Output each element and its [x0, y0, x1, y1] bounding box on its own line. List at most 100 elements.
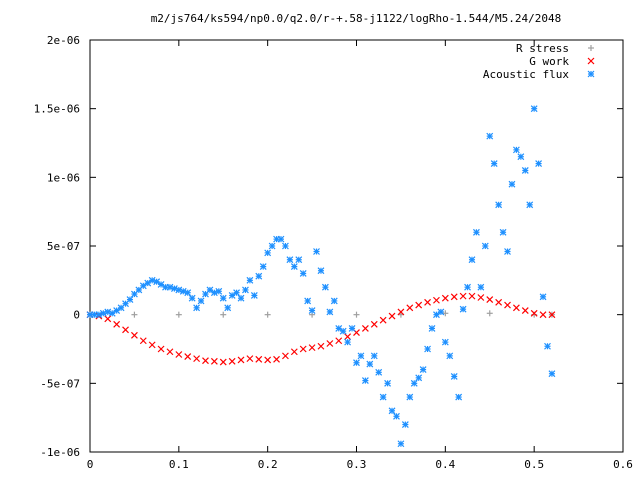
- data-point: [255, 272, 263, 280]
- data-point: [130, 331, 138, 339]
- x-tick-label: 0.6: [613, 458, 633, 471]
- legend-marker: [587, 57, 595, 65]
- data-point: [508, 180, 516, 188]
- data-point: [228, 292, 236, 299]
- x-tick-label: 0: [87, 458, 94, 471]
- data-point: [295, 256, 303, 264]
- data-point: [375, 368, 383, 376]
- data-point: [157, 345, 165, 353]
- data-point: [157, 281, 165, 288]
- legend-marker: [588, 45, 594, 51]
- x-tick-label: 0.4: [435, 458, 455, 471]
- series-acoustic-flux: [86, 105, 556, 448]
- data-point: [504, 248, 511, 255]
- data-point: [99, 309, 107, 317]
- data-point: [379, 316, 387, 324]
- data-point: [424, 345, 431, 353]
- data-point: [299, 345, 307, 353]
- data-point: [250, 292, 258, 299]
- data-point: [530, 105, 538, 113]
- data-point: [455, 393, 463, 401]
- data-point: [219, 294, 227, 302]
- data-point: [237, 356, 245, 364]
- data-point: [344, 333, 352, 341]
- data-point: [131, 311, 138, 318]
- data-point: [526, 201, 534, 209]
- data-point: [179, 287, 187, 295]
- data-point: [277, 235, 285, 243]
- data-point: [539, 293, 547, 301]
- data-point: [246, 276, 254, 284]
- data-point: [361, 324, 369, 332]
- data-point: [490, 160, 498, 168]
- data-point: [148, 341, 156, 349]
- data-point: [304, 297, 312, 305]
- data-point: [481, 242, 489, 250]
- data-point: [473, 228, 480, 236]
- data-point: [361, 377, 369, 385]
- data-point: [166, 348, 174, 356]
- data-point: [308, 307, 316, 314]
- data-point: [122, 326, 129, 334]
- data-point: [486, 132, 494, 140]
- data-point: [406, 304, 414, 312]
- data-point: [268, 242, 276, 250]
- data-point: [384, 379, 392, 387]
- data-point: [113, 320, 121, 328]
- x-tick-label: 0.5: [524, 458, 544, 471]
- data-point: [308, 344, 316, 352]
- legend-label: Acoustic flux: [483, 68, 569, 81]
- data-point: [370, 320, 378, 328]
- y-tick-label: 2e-06: [47, 34, 80, 47]
- data-point: [326, 308, 334, 316]
- data-point: [344, 338, 352, 346]
- data-point: [286, 256, 294, 264]
- legend-label: R stress: [516, 42, 569, 55]
- data-point: [210, 289, 218, 297]
- data-point: [202, 357, 209, 365]
- data-point: [290, 348, 298, 356]
- data-point: [388, 407, 396, 415]
- data-point: [410, 379, 418, 387]
- data-point: [499, 228, 507, 236]
- y-tick-label: -1e-06: [40, 446, 80, 459]
- data-point: [353, 359, 360, 367]
- data-point: [197, 297, 205, 305]
- data-point: [259, 263, 267, 271]
- data-point: [282, 242, 289, 250]
- y-tick-label: 1.5e-06: [34, 103, 80, 116]
- data-point: [517, 153, 525, 161]
- data-point: [95, 311, 103, 319]
- data-point: [104, 308, 112, 316]
- data-point: [326, 340, 334, 347]
- data-point: [495, 298, 503, 306]
- data-point: [220, 311, 227, 318]
- data-point: [459, 305, 467, 313]
- data-point: [264, 356, 272, 364]
- data-point: [224, 304, 232, 312]
- data-point: [335, 337, 343, 345]
- data-point: [264, 311, 271, 318]
- data-point: [210, 357, 218, 365]
- data-point: [175, 351, 183, 358]
- data-point: [153, 278, 161, 286]
- data-point: [290, 263, 298, 271]
- data-point: [193, 355, 201, 363]
- data-point: [512, 146, 520, 154]
- legend-marker: [587, 70, 595, 78]
- data-point: [450, 373, 458, 380]
- data-point: [433, 296, 440, 304]
- data-point: [175, 286, 183, 294]
- x-tick-label: 0.2: [258, 458, 278, 471]
- data-point: [388, 312, 396, 320]
- data-point: [468, 292, 476, 300]
- data-point: [175, 311, 182, 318]
- data-point: [379, 393, 387, 401]
- data-point: [339, 327, 347, 335]
- series-r-stress: [87, 310, 555, 318]
- data-point: [486, 310, 493, 317]
- data-point: [148, 276, 156, 284]
- data-point: [544, 342, 551, 350]
- data-point: [504, 301, 511, 309]
